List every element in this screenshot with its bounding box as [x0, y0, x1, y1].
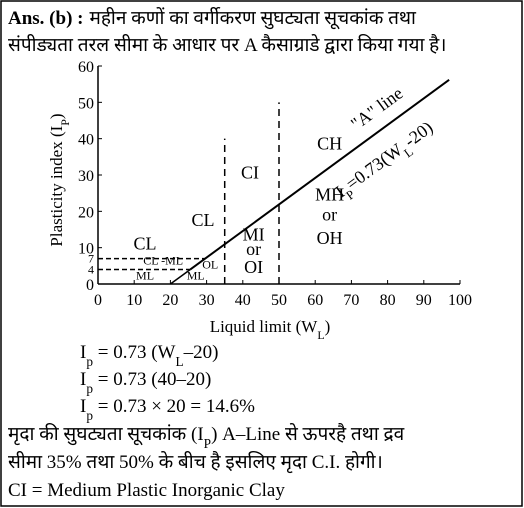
y-tick-label: 20	[78, 204, 94, 221]
y-axis-label-part: P	[58, 119, 72, 126]
x-tick-label: 30	[199, 292, 215, 309]
equation-part: p	[86, 381, 93, 396]
y-tick-label: 4	[88, 262, 94, 276]
equation-part: p	[86, 354, 93, 369]
zone-label: MI	[243, 224, 265, 244]
a-line-equation: IP=0.73(WL-20)	[332, 117, 440, 206]
equation-part: –20)	[183, 342, 219, 363]
zone-label: CL	[134, 233, 157, 253]
a-line	[189, 79, 450, 271]
body-line-part: सीमा 35% तथा 50% के बीच है इसलिए मृदा C.…	[8, 450, 383, 474]
zone-label: OH	[317, 228, 343, 248]
zone-label: ML	[187, 269, 205, 283]
x-axis-label: Liquid limit (WL)	[210, 317, 331, 342]
x-axis-label-part: Liquid limit (W	[210, 317, 319, 336]
body-line: सीमा 35% तथा 50% के बीच है इसलिए मृदा C.…	[8, 450, 383, 474]
x-tick-label: 20	[162, 292, 178, 309]
zone-label: or	[322, 204, 337, 224]
y-axis-label: Plasticity index (IP)	[47, 113, 72, 246]
y-tick-label: 10	[78, 241, 94, 258]
x-tick-label: 100	[448, 292, 472, 309]
x-axis-label-part: L	[317, 328, 324, 342]
zone-label: CH	[317, 134, 342, 154]
equation-part: = 0.73 × 20 = 14.6%	[93, 396, 255, 417]
equation-part: I	[80, 396, 86, 417]
y-tick-label: 30	[78, 168, 94, 185]
answer-text: महीन कणों का वर्गीकरण सुघट्यता सूचकांक त…	[89, 6, 417, 30]
body-line-part: मृदा की सुघट्यता सूचकांक (I	[8, 422, 204, 446]
y-tick-label: 60	[78, 59, 94, 76]
y-tick-label: 50	[78, 95, 94, 112]
y-axis-label-part: Plasticity index (I	[47, 125, 66, 246]
a-line-equation-part: =0.73(W	[342, 139, 407, 194]
equation-part: I	[80, 342, 86, 363]
y-tick-label: 40	[78, 132, 94, 149]
zone-label: or	[246, 239, 261, 259]
y-tick-label: 0	[86, 277, 94, 294]
body-line-part: P	[204, 436, 211, 451]
x-tick-label: 60	[307, 292, 323, 309]
equation: Ip = 0.73 (40–20)	[80, 369, 211, 396]
answer-text: संपीड्यता तरल सीमा के आधार पर A कैसाग्रा…	[8, 33, 446, 56]
x-tick-label: 40	[235, 292, 251, 309]
body-line: मृदा की सुघट्यता सूचकांक (IP) A–Line से …	[8, 422, 405, 451]
equation-part: L	[175, 354, 183, 369]
equation-part: = 0.73 (W	[93, 342, 176, 363]
body-line: CI = Medium Plastic Inorganic Clay	[8, 480, 285, 501]
equation-part: p	[86, 408, 93, 423]
y-axis-label-part: )	[47, 113, 66, 119]
y-tick-label: 7	[88, 252, 94, 266]
equation-part: I	[80, 369, 86, 390]
x-tick-label: 80	[380, 292, 396, 309]
x-tick-label: 90	[416, 292, 432, 309]
x-tick-label: 10	[126, 292, 142, 309]
zone-label: OI	[244, 257, 263, 277]
zone-label: CL	[191, 210, 214, 230]
x-tick-label: 0	[94, 292, 102, 309]
body-line-part: ) A–Line से ऊपरहै तथा द्रव	[211, 422, 405, 445]
zone-boundary	[169, 268, 191, 285]
equation-part: = 0.73 (40–20)	[93, 369, 211, 390]
a-line-label: "A" line	[347, 83, 407, 134]
zone-label: CL -ML	[143, 254, 183, 268]
body-line-part: CI = Medium Plastic Inorganic Clay	[8, 480, 285, 501]
equation: Ip = 0.73 (WL–20)	[80, 342, 218, 369]
zone-label: OL	[202, 257, 218, 271]
x-axis-label-part: )	[325, 317, 331, 336]
zone-label: MH	[315, 184, 344, 204]
answer-line: Ans. (b) : महीन कणों का वर्गीकरण सुघट्यता…	[8, 6, 417, 30]
x-tick-label: 70	[343, 292, 359, 309]
equation: Ip = 0.73 × 20 = 14.6%	[80, 396, 255, 423]
zone-label: ML	[136, 269, 154, 283]
answer-label: Ans. (b) :	[8, 8, 83, 29]
x-tick-label: 50	[271, 292, 287, 309]
zone-label: CI	[241, 163, 259, 183]
